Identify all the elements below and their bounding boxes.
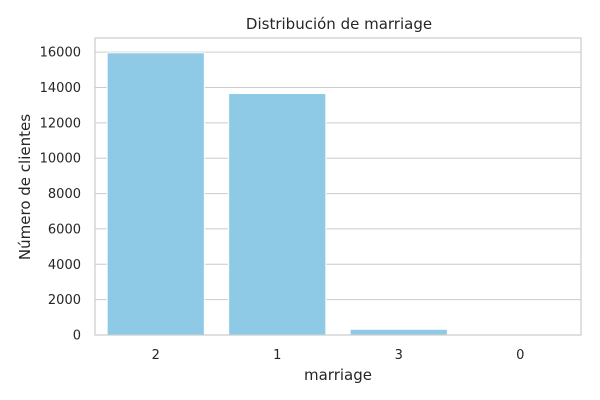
x-tick-label: 3	[395, 348, 403, 363]
y-tick-label: 4000	[48, 258, 81, 273]
bars	[106, 52, 570, 336]
x-tick-label: 1	[273, 348, 281, 363]
bar-3	[349, 328, 448, 336]
x-axis-label: marriage	[304, 366, 372, 384]
y-tick-label: 2000	[48, 293, 81, 308]
y-tick-label: 10000	[40, 152, 81, 167]
y-axis-label: Número de clientes	[16, 114, 34, 260]
y-tick-label: 16000	[40, 46, 81, 61]
y-tick-label: 14000	[40, 81, 81, 96]
chart-title: Distribución de marriage	[246, 15, 432, 33]
plot-frame	[94, 37, 582, 336]
bar-1	[228, 93, 327, 336]
x-tick-labels: 2 1 3 0	[152, 348, 525, 363]
x-tick-label: 0	[516, 348, 524, 363]
bar-2	[106, 52, 205, 336]
y-tick-label: 0	[73, 329, 81, 344]
y-tick-label: 12000	[40, 116, 81, 131]
x-tick-label: 2	[152, 348, 160, 363]
y-tick-label: 8000	[48, 187, 81, 202]
y-tick-label: 6000	[48, 222, 81, 237]
y-tick-labels: 0 2000 4000 6000 8000 10000 12000 14000 16000	[40, 46, 81, 344]
